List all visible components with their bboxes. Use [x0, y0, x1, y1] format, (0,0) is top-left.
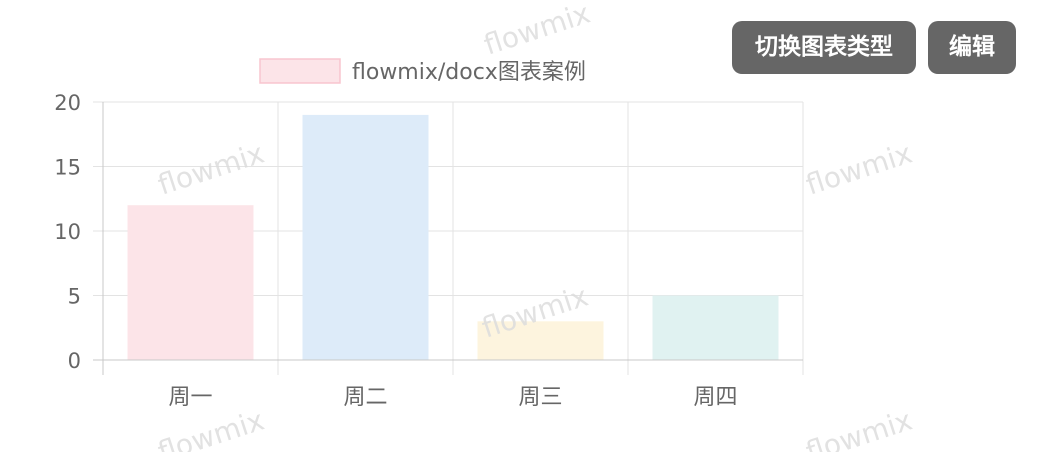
y-tick-label: 15 [54, 156, 81, 180]
watermark-text: flowmix [154, 403, 268, 452]
bar[interactable] [652, 295, 779, 361]
legend-swatch[interactable] [259, 58, 341, 84]
bar[interactable] [477, 321, 604, 360]
x-tick-label: 周三 [518, 385, 562, 410]
chart-axes: 0 5 10 15 20 周一 周二 周三 周四 [54, 91, 803, 410]
watermark-text: flowmix [802, 403, 916, 452]
switch-chart-type-button[interactable]: 切换图表类型 [732, 21, 916, 74]
bar[interactable] [302, 114, 429, 361]
y-tick-label: 0 [68, 349, 81, 373]
x-tick-label: 周一 [168, 385, 212, 410]
watermark-text: flowmix [154, 136, 268, 201]
watermark-text: flowmix [802, 136, 916, 201]
chart-legend[interactable]: flowmix/docx图表案例 [259, 58, 586, 85]
chart-bars [127, 114, 779, 361]
y-tick-label: 10 [54, 220, 81, 244]
x-tick-label: 周二 [343, 385, 387, 410]
watermark-text: flowmix [480, 0, 594, 62]
bar[interactable] [127, 205, 254, 360]
edit-button[interactable]: 编辑 [928, 21, 1016, 74]
legend-label[interactable]: flowmix/docx图表案例 [352, 60, 586, 85]
x-tick-label: 周四 [693, 385, 737, 410]
y-tick-label: 20 [54, 91, 81, 115]
y-tick-label: 5 [68, 285, 81, 309]
